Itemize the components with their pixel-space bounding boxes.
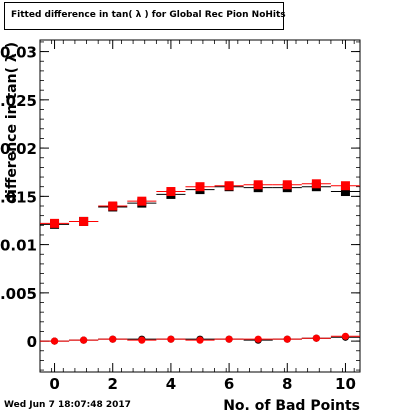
data-point	[167, 335, 175, 343]
axes-frame	[39, 39, 361, 373]
y-axis-title: difference in tan( λ )	[4, 42, 20, 204]
data-point	[166, 187, 176, 197]
y-tick-label: 0	[27, 333, 37, 351]
series-3	[40, 332, 360, 345]
y-tick-label: 0.03	[0, 44, 37, 62]
y-tick-label: 0.025	[0, 92, 37, 110]
x-tick-label: 10	[335, 375, 356, 393]
data-point	[79, 216, 89, 226]
chart-title-box: Fitted difference in tan( λ ) for Global…	[4, 2, 286, 30]
data-point	[224, 181, 234, 191]
data-point	[225, 335, 233, 343]
x-tick-label: 8	[282, 375, 292, 393]
data-point	[108, 201, 118, 211]
x-tick-label: 6	[224, 375, 234, 393]
data-point	[138, 336, 146, 344]
x-tick-label: 0	[49, 375, 59, 393]
data-point	[195, 182, 205, 192]
series-layer	[40, 179, 360, 345]
data-point	[253, 180, 263, 190]
x-tick-label: 4	[166, 375, 176, 393]
x-axis-title: No. of Bad Points	[223, 398, 360, 414]
plot-area	[40, 40, 360, 372]
tick-labels: 0 2 4 6 8 10 0 0.005 0.01 0.015 0.02 0.025 0.03 No. o…	[0, 42, 360, 414]
y-tick-label: 0.02	[0, 140, 37, 158]
chart-title: Fitted difference in tan( λ ) for Global…	[11, 10, 286, 20]
data-point	[312, 334, 320, 342]
data-point	[340, 181, 350, 191]
x-tick-label: 2	[108, 375, 118, 393]
y-tick-label: 0.015	[0, 188, 37, 206]
data-point	[311, 179, 321, 189]
data-point	[283, 335, 291, 343]
data-point	[137, 196, 147, 206]
series-1	[40, 179, 360, 228]
y-tick-label: 0.01	[0, 237, 37, 255]
data-point	[340, 187, 350, 197]
data-point	[254, 335, 262, 343]
data-point	[50, 218, 60, 228]
data-point	[50, 337, 59, 345]
data-point	[282, 180, 292, 190]
data-point	[80, 336, 88, 344]
timestamp: Wed Jun 7 18:07:48 2017	[4, 400, 131, 410]
y-tick-label: 0.005	[0, 285, 37, 303]
data-point	[109, 335, 117, 343]
data-point	[196, 336, 204, 344]
data-point	[341, 332, 350, 340]
